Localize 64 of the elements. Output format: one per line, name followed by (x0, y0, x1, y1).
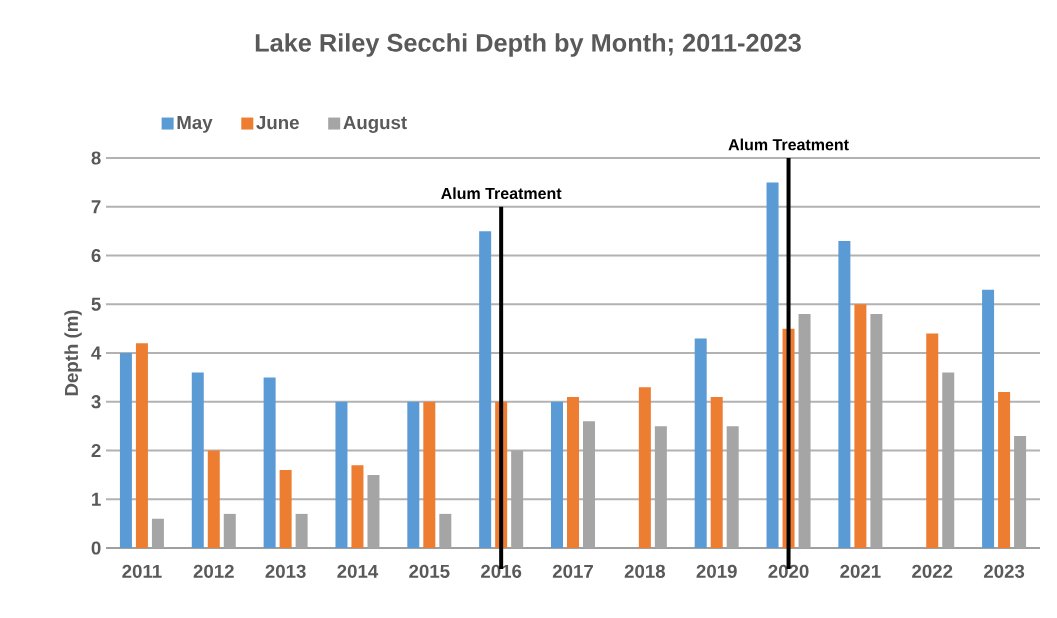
x-tick-label: 2012 (193, 564, 234, 578)
bar (926, 333, 939, 548)
bar (135, 343, 148, 548)
x-tick-label: 2018 (624, 564, 666, 578)
y-tick-label: 0 (91, 541, 101, 555)
bar (654, 426, 667, 548)
bar (694, 338, 707, 548)
x-tick-label: 2019 (696, 564, 737, 578)
legend-label: August (343, 116, 407, 133)
x-tick-label: 2011 (122, 564, 162, 578)
bar (191, 372, 204, 548)
bar (551, 401, 563, 548)
x-tick-label: 2015 (409, 564, 450, 578)
chart-title: Lake Riley Secchi Depth by Month; 2011-2023 (255, 33, 801, 57)
bar (335, 401, 348, 548)
x-tick-label: 2016 (481, 564, 522, 578)
ref-line-label: Alum Treatment (728, 138, 849, 151)
x-tick-label: 2022 (912, 564, 953, 578)
y-tick-label: 2 (91, 443, 101, 458)
bar (423, 401, 436, 548)
bar (838, 240, 851, 548)
y-tick-label: 4 (91, 346, 102, 360)
y-tick-label: 7 (91, 200, 101, 214)
bar (710, 396, 723, 548)
y-tick-label: 5 (91, 297, 101, 311)
bar (223, 513, 236, 548)
legend-label: June (256, 116, 299, 130)
bar (151, 518, 164, 548)
y-tick-label: 8 (91, 151, 101, 165)
bar (854, 304, 867, 548)
bar (998, 392, 1011, 548)
bar (407, 401, 420, 548)
y-axis-title: Depth (m) (64, 310, 82, 396)
x-tick-label: 2021 (840, 564, 881, 578)
bar (1014, 435, 1027, 548)
bar (351, 465, 364, 548)
x-tick-label: 2023 (983, 564, 1025, 578)
bar (870, 314, 883, 548)
bar (766, 182, 779, 548)
legend-label: May (177, 116, 213, 133)
y-tick-label: 3 (91, 395, 101, 409)
bar (279, 470, 292, 548)
x-tick-label: 2017 (552, 564, 593, 578)
bar (638, 387, 651, 548)
bar (982, 289, 995, 548)
bar (295, 513, 308, 548)
bar (511, 450, 524, 548)
bar (367, 474, 380, 548)
ref-line-label: Alum Treatment (441, 187, 562, 200)
bar (439, 513, 452, 548)
bar (119, 353, 132, 548)
bar (942, 372, 955, 548)
bar (263, 377, 276, 548)
bar (567, 396, 580, 548)
bar (207, 450, 220, 548)
x-tick-label: 2014 (337, 564, 379, 578)
x-tick-label: 2020 (768, 564, 809, 578)
y-tick-label: 6 (91, 248, 101, 263)
bar (726, 426, 739, 548)
bar (479, 231, 492, 548)
bar (798, 314, 811, 548)
y-tick-label: 1 (92, 492, 101, 506)
x-tick-label: 2013 (265, 564, 306, 578)
bar (583, 421, 596, 548)
